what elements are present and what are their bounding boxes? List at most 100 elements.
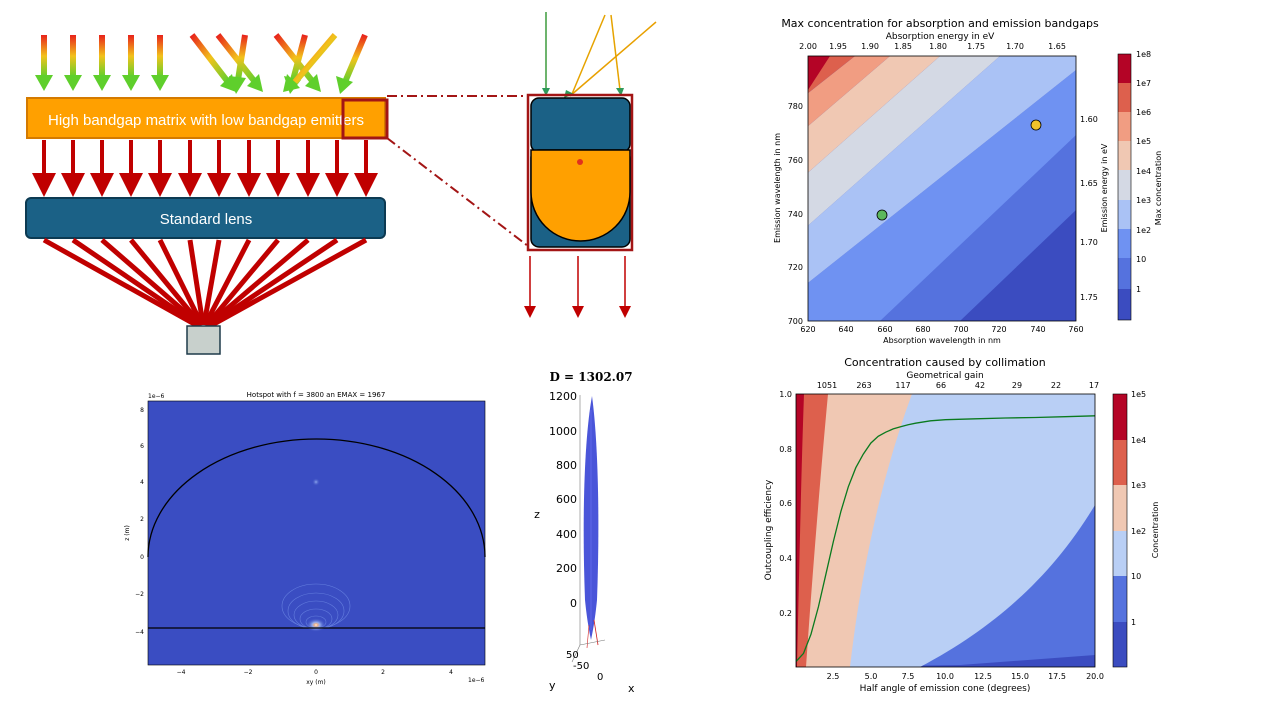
svg-text:400: 400 xyxy=(556,528,577,541)
svg-text:1.75: 1.75 xyxy=(1080,293,1098,302)
svg-text:800: 800 xyxy=(556,459,577,472)
svg-text:1e3: 1e3 xyxy=(1131,481,1146,490)
svg-text:1e7: 1e7 xyxy=(1136,79,1151,88)
svg-text:1e3: 1e3 xyxy=(1136,196,1151,205)
hotspot-chart: Hotspot with f = 3800 an EMAX = 1967 1e−… xyxy=(124,391,486,686)
svg-text:2: 2 xyxy=(140,516,144,523)
svg-text:2: 2 xyxy=(381,669,385,676)
svg-text:760: 760 xyxy=(1068,325,1083,334)
svg-text:740: 740 xyxy=(788,210,803,219)
yellow-marker xyxy=(1030,119,1042,131)
svg-text:1200: 1200 xyxy=(549,390,577,403)
svg-text:1.65: 1.65 xyxy=(1080,179,1098,188)
chart-a-colorbar-label: Max concentration xyxy=(1154,151,1163,226)
svg-text:−4: −4 xyxy=(177,669,186,676)
svg-text:640: 640 xyxy=(838,325,853,334)
chart-d-regions xyxy=(796,394,1095,667)
svg-text:2.5: 2.5 xyxy=(827,672,840,681)
collimation-chart: Concentration caused by collimation Geom… xyxy=(764,356,1160,694)
schematic-diagram: High bandgap matrix with low bandgap emi… xyxy=(25,12,657,355)
chart-a-ylabel: Emission wavelength in nm xyxy=(773,133,782,243)
chart-d-title: Concentration caused by collimation xyxy=(844,356,1046,369)
svg-text:1.85: 1.85 xyxy=(894,42,912,51)
svg-text:-50: -50 xyxy=(573,661,589,672)
svg-text:17.5: 17.5 xyxy=(1048,672,1066,681)
zoom-box xyxy=(526,93,634,252)
svg-text:1.95: 1.95 xyxy=(829,42,847,51)
chart-a-xlabel: Absorption wavelength in nm xyxy=(883,336,1001,345)
dome-outline xyxy=(147,438,486,558)
svg-text:10.0: 10.0 xyxy=(936,672,954,681)
svg-text:740: 740 xyxy=(1030,325,1045,334)
emission-arrows xyxy=(32,140,378,197)
svg-text:760: 760 xyxy=(788,156,803,165)
svg-text:0.4: 0.4 xyxy=(779,554,792,563)
svg-text:600: 600 xyxy=(556,493,577,506)
svg-text:1e−6: 1e−6 xyxy=(468,677,485,684)
chart-a-top-label: Absorption energy in eV xyxy=(886,32,995,42)
emitter-matrix-box xyxy=(26,97,386,139)
chart-c-title: D = 1302.07 xyxy=(549,370,632,384)
svg-text:1: 1 xyxy=(1131,618,1136,627)
svg-text:200: 200 xyxy=(556,562,577,575)
chart-a-right-label: Emission energy in eV xyxy=(1100,143,1109,232)
svg-text:1e5: 1e5 xyxy=(1136,137,1151,146)
svg-text:2.00: 2.00 xyxy=(799,42,817,51)
chart-a-bands xyxy=(808,56,1076,321)
chart-d-xlabel: Half angle of emission cone (degrees) xyxy=(860,684,1031,694)
chart-a-title: Max concentration for absorption and emi… xyxy=(781,17,1099,30)
svg-text:700: 700 xyxy=(953,325,968,334)
svg-text:1.70: 1.70 xyxy=(1006,42,1024,51)
svg-text:7.5: 7.5 xyxy=(902,672,915,681)
zoom-source-box xyxy=(341,98,389,140)
svg-text:117: 117 xyxy=(895,381,910,390)
output-arrows xyxy=(524,256,631,318)
svg-text:42: 42 xyxy=(975,381,985,390)
svg-text:15.0: 15.0 xyxy=(1011,672,1029,681)
focused-rays xyxy=(42,237,368,328)
emitter-dome xyxy=(530,149,631,242)
svg-text:1.0: 1.0 xyxy=(779,390,792,399)
chart-d-colorbar xyxy=(1112,393,1128,668)
svg-text:−4: −4 xyxy=(135,629,144,636)
svg-text:1e2: 1e2 xyxy=(1131,527,1146,536)
chart-d-ylabel: Outcoupling efficiency xyxy=(764,479,774,580)
svg-text:50: 50 xyxy=(566,650,579,661)
svg-text:y: y xyxy=(549,679,556,692)
svg-text:680: 680 xyxy=(915,325,930,334)
svg-text:1e6: 1e6 xyxy=(1136,108,1151,117)
svg-text:263: 263 xyxy=(856,381,871,390)
svg-text:4: 4 xyxy=(140,479,144,486)
svg-text:1.75: 1.75 xyxy=(967,42,985,51)
svg-text:1.60: 1.60 xyxy=(1080,115,1098,124)
svg-text:1e4: 1e4 xyxy=(1131,436,1146,445)
svg-text:4: 4 xyxy=(449,669,453,676)
svg-text:1e−6: 1e−6 xyxy=(148,393,165,400)
lens-label: Standard lens xyxy=(160,211,253,228)
svg-text:6: 6 xyxy=(140,443,144,450)
chart-a-colorbar xyxy=(1117,53,1132,321)
svg-text:5.0: 5.0 xyxy=(865,672,878,681)
svg-text:1000: 1000 xyxy=(549,425,577,438)
emitter-top-layer xyxy=(530,97,631,153)
standard-lens xyxy=(25,197,386,239)
chart-b-title: Hotspot with f = 3800 an EMAX = 1967 xyxy=(247,391,386,399)
svg-text:0: 0 xyxy=(140,554,144,561)
svg-text:0: 0 xyxy=(597,672,603,683)
matrix-label: High bandgap matrix with low bandgap emi… xyxy=(48,112,364,129)
svg-text:12.5: 12.5 xyxy=(974,672,992,681)
svg-text:720: 720 xyxy=(991,325,1006,334)
incoming-light-arrows xyxy=(35,33,368,94)
zoom-line-bottom xyxy=(386,137,529,247)
svg-text:1.90: 1.90 xyxy=(861,42,879,51)
svg-text:1051: 1051 xyxy=(817,381,837,390)
svg-text:17: 17 xyxy=(1089,381,1099,390)
svg-text:10: 10 xyxy=(1136,255,1146,264)
svg-text:−2: −2 xyxy=(135,591,144,598)
max-concentration-chart: Max concentration for absorption and emi… xyxy=(773,17,1163,345)
svg-text:0: 0 xyxy=(570,597,577,610)
efficiency-curve xyxy=(796,415,1095,662)
green-marker xyxy=(876,209,888,221)
svg-text:xy (m): xy (m) xyxy=(306,679,326,686)
emitter-dot xyxy=(577,159,583,165)
